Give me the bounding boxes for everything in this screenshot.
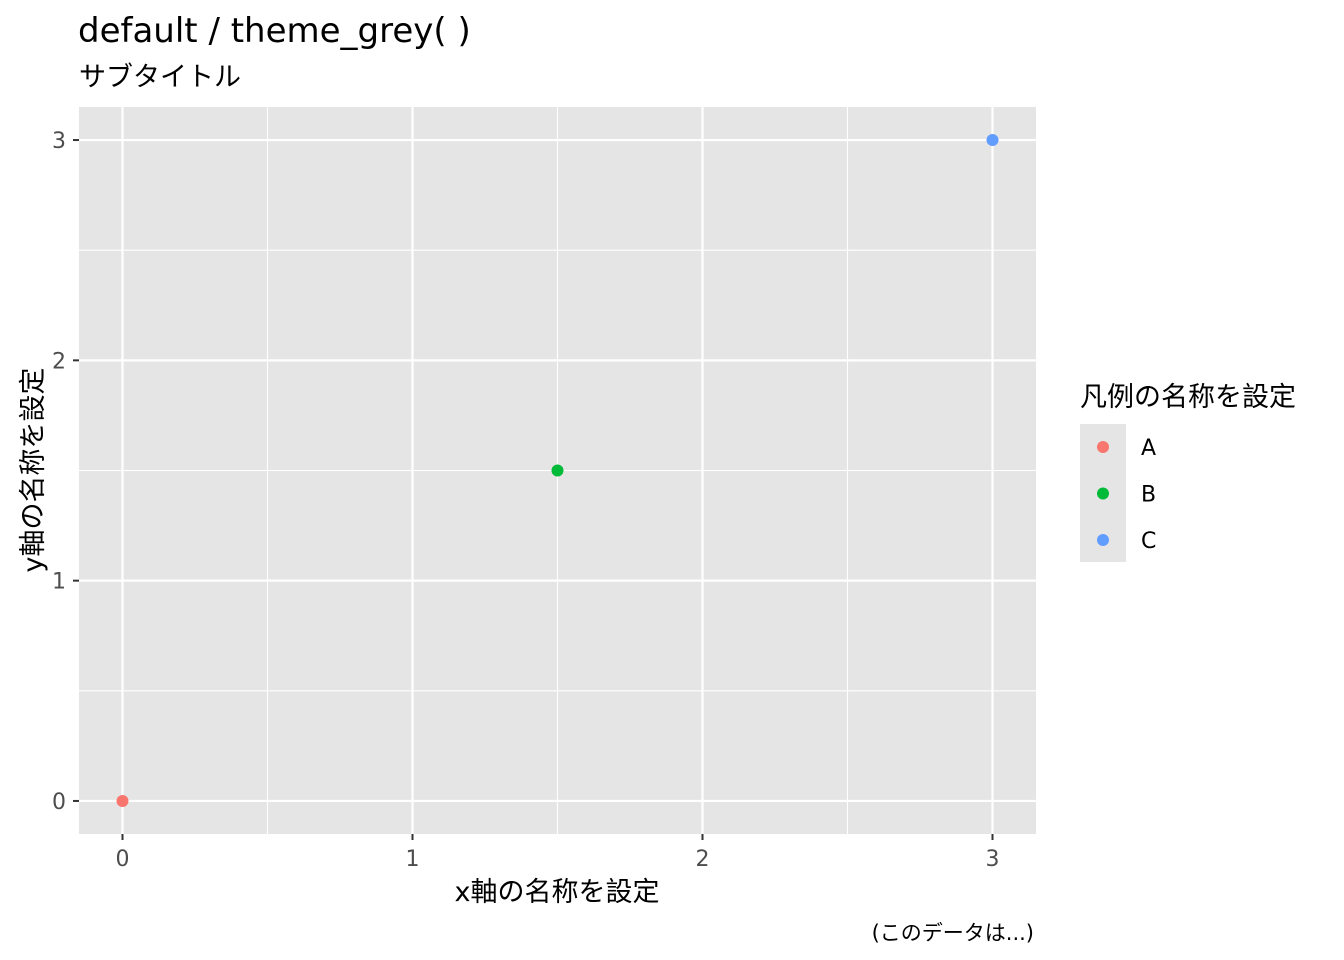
x-tick-label: 1 (406, 847, 420, 872)
y-tick-label: 3 (52, 129, 66, 154)
legend-title: 凡例の名称を設定 (1080, 382, 1296, 413)
x-tick-label: 3 (986, 847, 1000, 872)
x-axis-ticks: 0 1 2 3 (116, 834, 1000, 872)
y-axis-ticks: 0 1 2 3 (52, 129, 79, 815)
x-tick-label: 0 (116, 847, 130, 872)
data-point-c (986, 134, 999, 147)
legend-label-b: B (1141, 483, 1156, 508)
legend-label-a: A (1141, 436, 1156, 461)
grid-major (79, 107, 1036, 834)
chart-caption: (このデータは...) (872, 921, 1034, 945)
y-tick-label: 1 (52, 570, 66, 595)
chart-title: default / theme_grey( ) (78, 11, 471, 51)
legend-key-b (1097, 487, 1109, 500)
legend-label-c: C (1141, 529, 1156, 554)
y-tick-label: 2 (52, 349, 66, 374)
x-tick-label: 2 (696, 847, 710, 872)
y-axis-title: y軸の名称を設定 (18, 368, 49, 573)
legend-key-c (1097, 534, 1109, 546)
x-axis-title: x軸の名称を設定 (455, 877, 660, 908)
chart-subtitle: サブタイトル (79, 62, 241, 93)
legend-key-a (1097, 441, 1109, 453)
y-tick-label: 0 (52, 790, 66, 815)
data-points (116, 134, 999, 807)
legend: ABC (1097, 436, 1156, 554)
data-point-a (116, 794, 129, 807)
data-point-b (551, 464, 564, 477)
